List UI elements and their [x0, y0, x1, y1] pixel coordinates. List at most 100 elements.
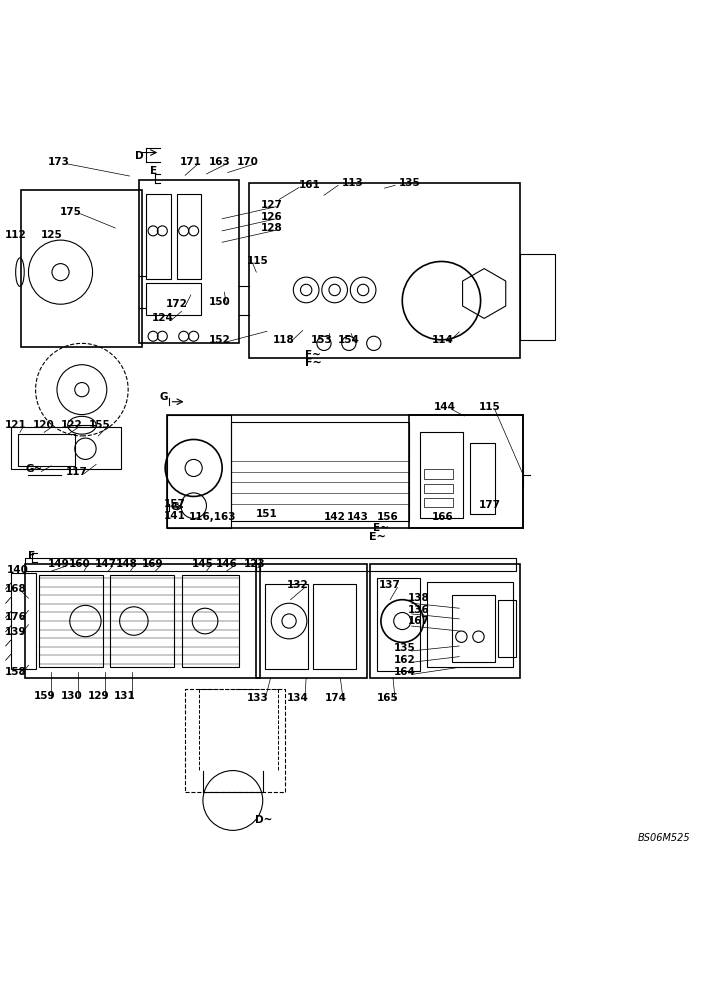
Text: 121: 121 [5, 420, 26, 430]
Text: E~: E~ [369, 532, 386, 542]
Bar [424, 469, 453, 479]
Text: 175: 175 [61, 207, 82, 217]
Text: 173: 173 [48, 157, 69, 167]
Text: 159: 159 [33, 691, 55, 701]
Text: D: D [135, 151, 143, 161]
Bar [498, 600, 516, 657]
Text: 163: 163 [209, 157, 230, 167]
Bar [18, 434, 75, 466]
Text: 116,163: 116,163 [189, 512, 236, 522]
Text: 174: 174 [325, 693, 347, 703]
Text: 142: 142 [324, 512, 345, 522]
Bar [231, 422, 409, 521]
Text: 153: 153 [311, 335, 333, 345]
Text: 140: 140 [7, 565, 28, 575]
Bar [424, 484, 453, 493]
Text: 117: 117 [66, 467, 88, 477]
Bar [185, 689, 285, 792]
Bar [182, 575, 239, 667]
Text: 115: 115 [247, 256, 268, 266]
Text: 144: 144 [434, 402, 456, 412]
Text: 154: 154 [338, 335, 360, 345]
Text: 145: 145 [192, 559, 214, 569]
Bar [167, 415, 523, 528]
Text: 136: 136 [408, 605, 429, 615]
Text: 162: 162 [394, 655, 415, 665]
Text: 122: 122 [61, 420, 82, 430]
Text: BS06M525: BS06M525 [638, 833, 691, 843]
Text: 137: 137 [379, 580, 401, 590]
Bar [377, 578, 420, 671]
Bar [39, 575, 103, 667]
Bar [11, 427, 121, 469]
Text: 120: 120 [33, 420, 55, 430]
Text: 135: 135 [399, 178, 420, 188]
Text: 147: 147 [95, 559, 116, 569]
Text: 165: 165 [377, 693, 399, 703]
Text: E~: E~ [373, 523, 389, 533]
Bar [370, 564, 520, 678]
Bar [110, 575, 174, 667]
Text: 166: 166 [432, 512, 454, 522]
Text: 143: 143 [347, 512, 369, 522]
Bar [167, 415, 231, 528]
Bar [256, 564, 367, 678]
Text: 161: 161 [299, 180, 320, 190]
Text: 124: 124 [152, 313, 173, 323]
Text: 127: 127 [261, 200, 283, 210]
Bar [146, 194, 171, 279]
Text: 128: 128 [261, 223, 283, 233]
Text: 155: 155 [89, 420, 110, 430]
Text: 131: 131 [114, 691, 135, 701]
Text: 169: 169 [142, 559, 164, 569]
Text: 113: 113 [342, 178, 363, 188]
Text: 135: 135 [394, 643, 415, 653]
Bar [424, 498, 453, 507]
Bar [452, 595, 495, 662]
Text: D~: D~ [255, 815, 272, 825]
Text: 167: 167 [408, 616, 429, 626]
Text: 164: 164 [394, 667, 415, 677]
Text: 139: 139 [5, 627, 26, 637]
Text: 152: 152 [209, 335, 230, 345]
Text: 156: 156 [377, 512, 399, 522]
Text: 176: 176 [5, 612, 26, 622]
Text: 112: 112 [5, 230, 26, 240]
Text: 133: 133 [247, 693, 268, 703]
Text: 168: 168 [5, 584, 26, 594]
Text: 125: 125 [41, 230, 62, 240]
Bar [520, 254, 555, 340]
Text: 158: 158 [5, 667, 26, 677]
Bar [146, 283, 201, 315]
Text: 115: 115 [479, 402, 501, 412]
Text: F: F [28, 551, 36, 561]
Text: 123: 123 [244, 559, 266, 569]
Bar [25, 564, 260, 678]
Text: 160: 160 [69, 559, 90, 569]
Text: 126: 126 [261, 212, 283, 222]
Text: G~: G~ [26, 464, 43, 474]
Text: 170: 170 [237, 157, 258, 167]
Text: 151: 151 [256, 509, 278, 519]
Bar [21, 190, 142, 347]
Text: 129: 129 [88, 691, 109, 701]
Text: F~: F~ [305, 350, 321, 360]
Bar [11, 573, 36, 669]
Bar [139, 180, 239, 343]
Bar [256, 558, 516, 571]
Text: 114: 114 [432, 335, 454, 345]
Text: 150: 150 [209, 297, 230, 307]
Bar [177, 194, 201, 279]
Text: 141: 141 [164, 511, 185, 521]
Bar [420, 432, 463, 518]
Text: 134: 134 [287, 693, 308, 703]
Text: 157: 157 [164, 499, 185, 509]
Bar [470, 443, 495, 514]
Bar [409, 415, 523, 528]
Text: 138: 138 [408, 593, 429, 603]
Text: G: G [170, 502, 179, 512]
Bar [25, 558, 260, 571]
Text: 146: 146 [216, 559, 237, 569]
Bar [249, 183, 520, 358]
Text: 172: 172 [166, 299, 187, 309]
